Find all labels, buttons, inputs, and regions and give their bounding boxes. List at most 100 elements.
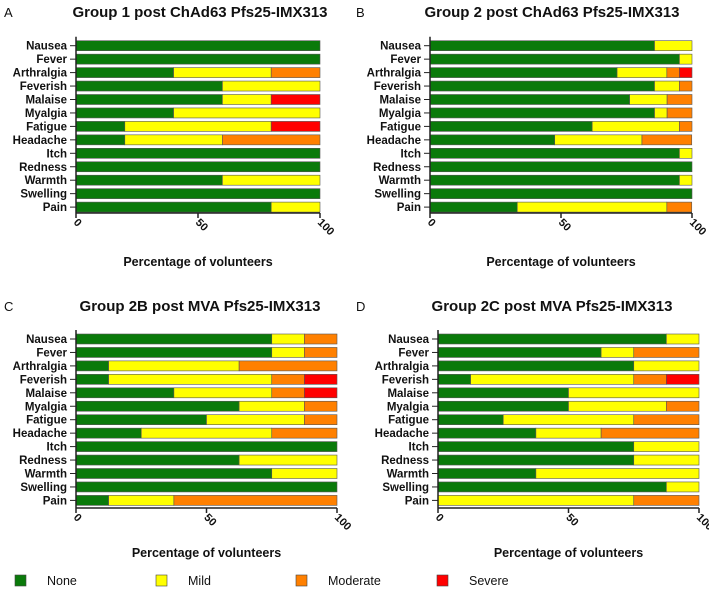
bar-moderate bbox=[238, 360, 338, 372]
category-label: Myalgia bbox=[25, 108, 68, 120]
bar-mild bbox=[666, 333, 700, 345]
bar-moderate bbox=[666, 400, 700, 412]
bar-none bbox=[75, 67, 174, 78]
x-tick-label: 50 bbox=[556, 217, 573, 234]
bar-none bbox=[75, 360, 109, 372]
legend-swatch-none bbox=[14, 574, 27, 587]
bar-mild bbox=[633, 454, 700, 466]
bar-moderate bbox=[641, 134, 693, 146]
bar-mild bbox=[140, 427, 273, 439]
bar-mild bbox=[222, 174, 321, 186]
legend-swatch-severe bbox=[436, 574, 449, 587]
bar-mild bbox=[108, 374, 273, 385]
bar-mild bbox=[633, 441, 700, 452]
bar-moderate bbox=[679, 121, 693, 132]
category-label: Pain bbox=[43, 202, 67, 214]
bar-mild bbox=[238, 400, 305, 412]
bar-moderate bbox=[304, 333, 338, 345]
bar-moderate bbox=[304, 347, 338, 358]
bar-mild bbox=[271, 468, 338, 479]
category-label: Itch bbox=[47, 148, 67, 160]
bar-none bbox=[437, 360, 635, 372]
bar-mild bbox=[666, 481, 700, 493]
x-axis-label: Percentage of volunteers bbox=[486, 255, 635, 269]
category-label: Malaise bbox=[25, 388, 67, 400]
bar-mild bbox=[108, 495, 175, 506]
bar-mild bbox=[633, 360, 700, 372]
bar-mild bbox=[568, 387, 700, 399]
bar-none bbox=[429, 67, 618, 78]
category-label: Nausea bbox=[26, 41, 68, 53]
category-label: Swelling bbox=[20, 189, 67, 201]
bar-mild bbox=[679, 148, 693, 159]
bar-none bbox=[75, 201, 272, 213]
category-label: Malaise bbox=[379, 95, 421, 107]
bar-mild bbox=[270, 201, 321, 213]
category-label: Nausea bbox=[26, 334, 68, 346]
x-tick-label: 50 bbox=[193, 217, 210, 234]
category-label: Nausea bbox=[388, 334, 430, 346]
bar-none bbox=[75, 148, 321, 159]
category-label: Myalgia bbox=[379, 108, 422, 120]
x-axis-label: Percentage of volunteers bbox=[132, 546, 281, 560]
bar-mild bbox=[654, 40, 693, 52]
bar-mild bbox=[535, 468, 700, 479]
bar-mild bbox=[554, 134, 643, 146]
bar-none bbox=[429, 53, 680, 65]
legend-swatch-moderate bbox=[295, 574, 308, 587]
category-label: Myalgia bbox=[25, 401, 68, 413]
bar-mild bbox=[206, 414, 305, 426]
panel-b: B Group 2 post ChAd63 Pfs25-IMX313NauseaF… bbox=[356, 4, 708, 269]
category-label: Swelling bbox=[20, 482, 67, 494]
bar-severe bbox=[270, 121, 321, 132]
x-tick-label: 0 bbox=[433, 512, 446, 525]
x-tick-label: 50 bbox=[201, 512, 218, 529]
bar-none bbox=[75, 134, 126, 146]
bar-none bbox=[437, 347, 602, 358]
x-tick-label: 0 bbox=[425, 217, 438, 230]
category-label: Fever bbox=[36, 347, 67, 359]
bar-moderate bbox=[666, 94, 693, 105]
bar-none bbox=[437, 468, 537, 479]
category-label: Malaise bbox=[25, 95, 67, 107]
bar-moderate bbox=[666, 67, 680, 78]
bar-none bbox=[75, 481, 338, 493]
category-label: Arthralgia bbox=[13, 361, 68, 373]
bar-moderate bbox=[222, 134, 321, 146]
panel-title: Group 2 post ChAd63 Pfs25-IMX313 bbox=[424, 4, 679, 21]
bar-none bbox=[75, 468, 273, 479]
bar-none bbox=[75, 495, 109, 506]
category-label: Swelling bbox=[382, 482, 429, 494]
bar-mild bbox=[502, 414, 635, 426]
bar-none bbox=[75, 441, 338, 452]
category-label: Arthralgia bbox=[13, 68, 68, 80]
bar-mild bbox=[591, 121, 680, 132]
panel-c: C Group 2B post MVA Pfs25-IMX313NauseaFev… bbox=[4, 298, 353, 560]
bar-mild bbox=[600, 347, 635, 358]
bar-none bbox=[75, 454, 240, 466]
bar-none bbox=[75, 387, 175, 399]
bar-mild bbox=[271, 333, 305, 345]
bar-moderate bbox=[633, 495, 700, 506]
bar-mild bbox=[173, 67, 272, 78]
category-label: Pain bbox=[397, 202, 421, 214]
bar-moderate bbox=[304, 400, 338, 412]
bar-none bbox=[429, 161, 693, 173]
bar-none bbox=[75, 161, 321, 173]
bar-none bbox=[437, 454, 635, 466]
bar-none bbox=[75, 188, 321, 199]
category-label: Feverish bbox=[20, 374, 67, 386]
bar-none bbox=[75, 40, 321, 52]
bar-moderate bbox=[666, 107, 693, 119]
bar-none bbox=[429, 94, 630, 105]
x-tick-label: 100 bbox=[315, 217, 336, 238]
bar-mild bbox=[173, 107, 321, 119]
bar-severe bbox=[304, 387, 338, 399]
bar-none bbox=[75, 80, 223, 92]
bar-none bbox=[437, 414, 504, 426]
category-label: Itch bbox=[409, 442, 429, 454]
panel-a: A Group 1 post ChAd63 Pfs25-IMX313NauseaF… bbox=[4, 4, 336, 269]
bar-none bbox=[437, 374, 471, 385]
bar-mild bbox=[616, 67, 668, 78]
category-label: Fever bbox=[398, 347, 429, 359]
